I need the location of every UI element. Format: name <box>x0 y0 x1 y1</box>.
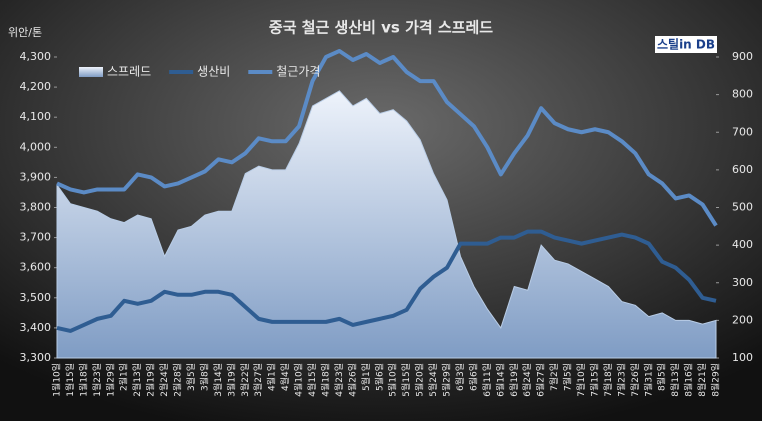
x-tick-label: 5월1일 <box>360 363 372 391</box>
x-tick-label: 1월15일 <box>64 363 76 397</box>
y-tick-label: 4,300 <box>20 50 52 63</box>
x-tick-label: 6월3일 <box>454 363 466 391</box>
y2-tick-label: 200 <box>732 313 753 326</box>
x-tick-label: 2월19일 <box>145 363 157 397</box>
x-tick-label: 7월26일 <box>629 363 641 397</box>
x-tick-label: 7월31일 <box>642 363 654 397</box>
x-tick-label: 4월26일 <box>346 363 358 397</box>
chart-title: 중국 철근 생산비 vs 가격 스프레드 <box>269 19 493 37</box>
x-tick-label: 8월21일 <box>696 363 708 397</box>
source-logo: 스틸in DB <box>657 38 715 52</box>
legend-label: 생산비 <box>197 65 230 79</box>
y-tick-label: 4,100 <box>20 110 52 123</box>
x-tick-label: 6월27일 <box>535 363 547 397</box>
x-tick-label: 5월15일 <box>400 363 412 397</box>
x-tick-label: 8월13일 <box>669 363 681 397</box>
y-tick-label: 4,200 <box>20 80 52 93</box>
y2-tick-label: 900 <box>732 50 753 63</box>
x-tick-label: 4월4일 <box>279 363 291 391</box>
x-tick-label: 3월22일 <box>239 363 251 397</box>
y2-tick-label: 800 <box>732 88 753 101</box>
x-tick-label: 4월1일 <box>266 363 278 391</box>
x-tick-label: 8월29일 <box>710 363 722 397</box>
x-tick-label: 1월29일 <box>104 363 116 397</box>
x-tick-label: 4월23일 <box>333 363 345 397</box>
x-tick-label: 3월19일 <box>225 363 237 397</box>
y2-tick-label: 600 <box>732 163 753 176</box>
y2-tick-label: 500 <box>732 201 753 214</box>
x-tick-label: 6월6일 <box>467 363 479 391</box>
y-tick-label: 4,000 <box>20 140 52 153</box>
x-tick-label: 5월24일 <box>427 363 439 397</box>
y-tick-label: 3,400 <box>20 321 52 334</box>
y-tick-label: 3,500 <box>20 291 52 304</box>
x-tick-label: 7월5일 <box>562 363 574 391</box>
legend-label: 스프레드 <box>107 65 151 79</box>
y-axis-label: 위안/톤 <box>8 26 42 39</box>
x-tick-label: 2월24일 <box>158 363 170 397</box>
x-tick-label: 5월29일 <box>441 363 453 397</box>
x-tick-label: 4월18일 <box>319 363 331 397</box>
x-tick-label: 7월18일 <box>602 363 614 397</box>
x-tick-label: 6월11일 <box>481 363 493 397</box>
y-tick-label: 3,700 <box>20 231 52 244</box>
series-line <box>56 48 718 227</box>
x-tick-label: 7월10일 <box>575 363 587 397</box>
x-tick-label: 7월15일 <box>588 363 600 397</box>
x-tick-label: 6월24일 <box>521 363 533 397</box>
series-line <box>56 229 717 333</box>
x-tick-label: 3월27일 <box>252 363 264 397</box>
x-tick-label: 4월15일 <box>306 363 318 397</box>
x-tick-label: 5월6일 <box>373 363 385 391</box>
x-tick-label: 7월23일 <box>615 363 627 397</box>
y-tick-label: 3,900 <box>20 170 52 183</box>
y2-tick-label: 300 <box>732 276 753 289</box>
x-tick-label: 3월8일 <box>198 363 210 391</box>
y-tick-label: 3,600 <box>20 261 52 274</box>
x-tick-label: 1월10일 <box>51 363 63 397</box>
logo-box <box>655 36 717 53</box>
x-tick-label: 5월20일 <box>414 363 426 397</box>
plot: 3,300 3,400 3,500 3,600 3,700 3,800 3,900 4,000… <box>20 48 753 397</box>
y-tick-label: 3,800 <box>20 201 52 214</box>
x-tick-label: 3월14일 <box>212 363 224 397</box>
x-tick-label: 2월28일 <box>172 363 184 397</box>
x-tick-label: 2월13일 <box>131 363 143 397</box>
legend-swatch <box>79 67 103 77</box>
x-tick-label: 8월16일 <box>683 363 695 397</box>
x-tick-label: 2월1일 <box>118 363 130 391</box>
x-tick-label: 8월5일 <box>656 363 668 391</box>
y-tick-label: 3,300 <box>20 351 52 364</box>
y2-tick-label: 700 <box>732 125 753 138</box>
x-tick-label: 6월19일 <box>508 363 520 397</box>
x-tick-label: 6월14일 <box>494 363 506 397</box>
x-tick-label: 5월10일 <box>387 363 399 397</box>
y2-tick-label: 400 <box>732 238 753 251</box>
legend-label: 철근가격 <box>276 65 320 79</box>
x-tick-label: 1월18일 <box>77 363 89 397</box>
x-tick-label: 7월2일 <box>548 363 560 391</box>
y2-tick-label: 100 <box>732 351 753 364</box>
x-tick-label: 4월10일 <box>293 363 305 397</box>
x-tick-label: 1월23일 <box>91 363 103 397</box>
x-tick-label: 3월5일 <box>185 363 197 391</box>
